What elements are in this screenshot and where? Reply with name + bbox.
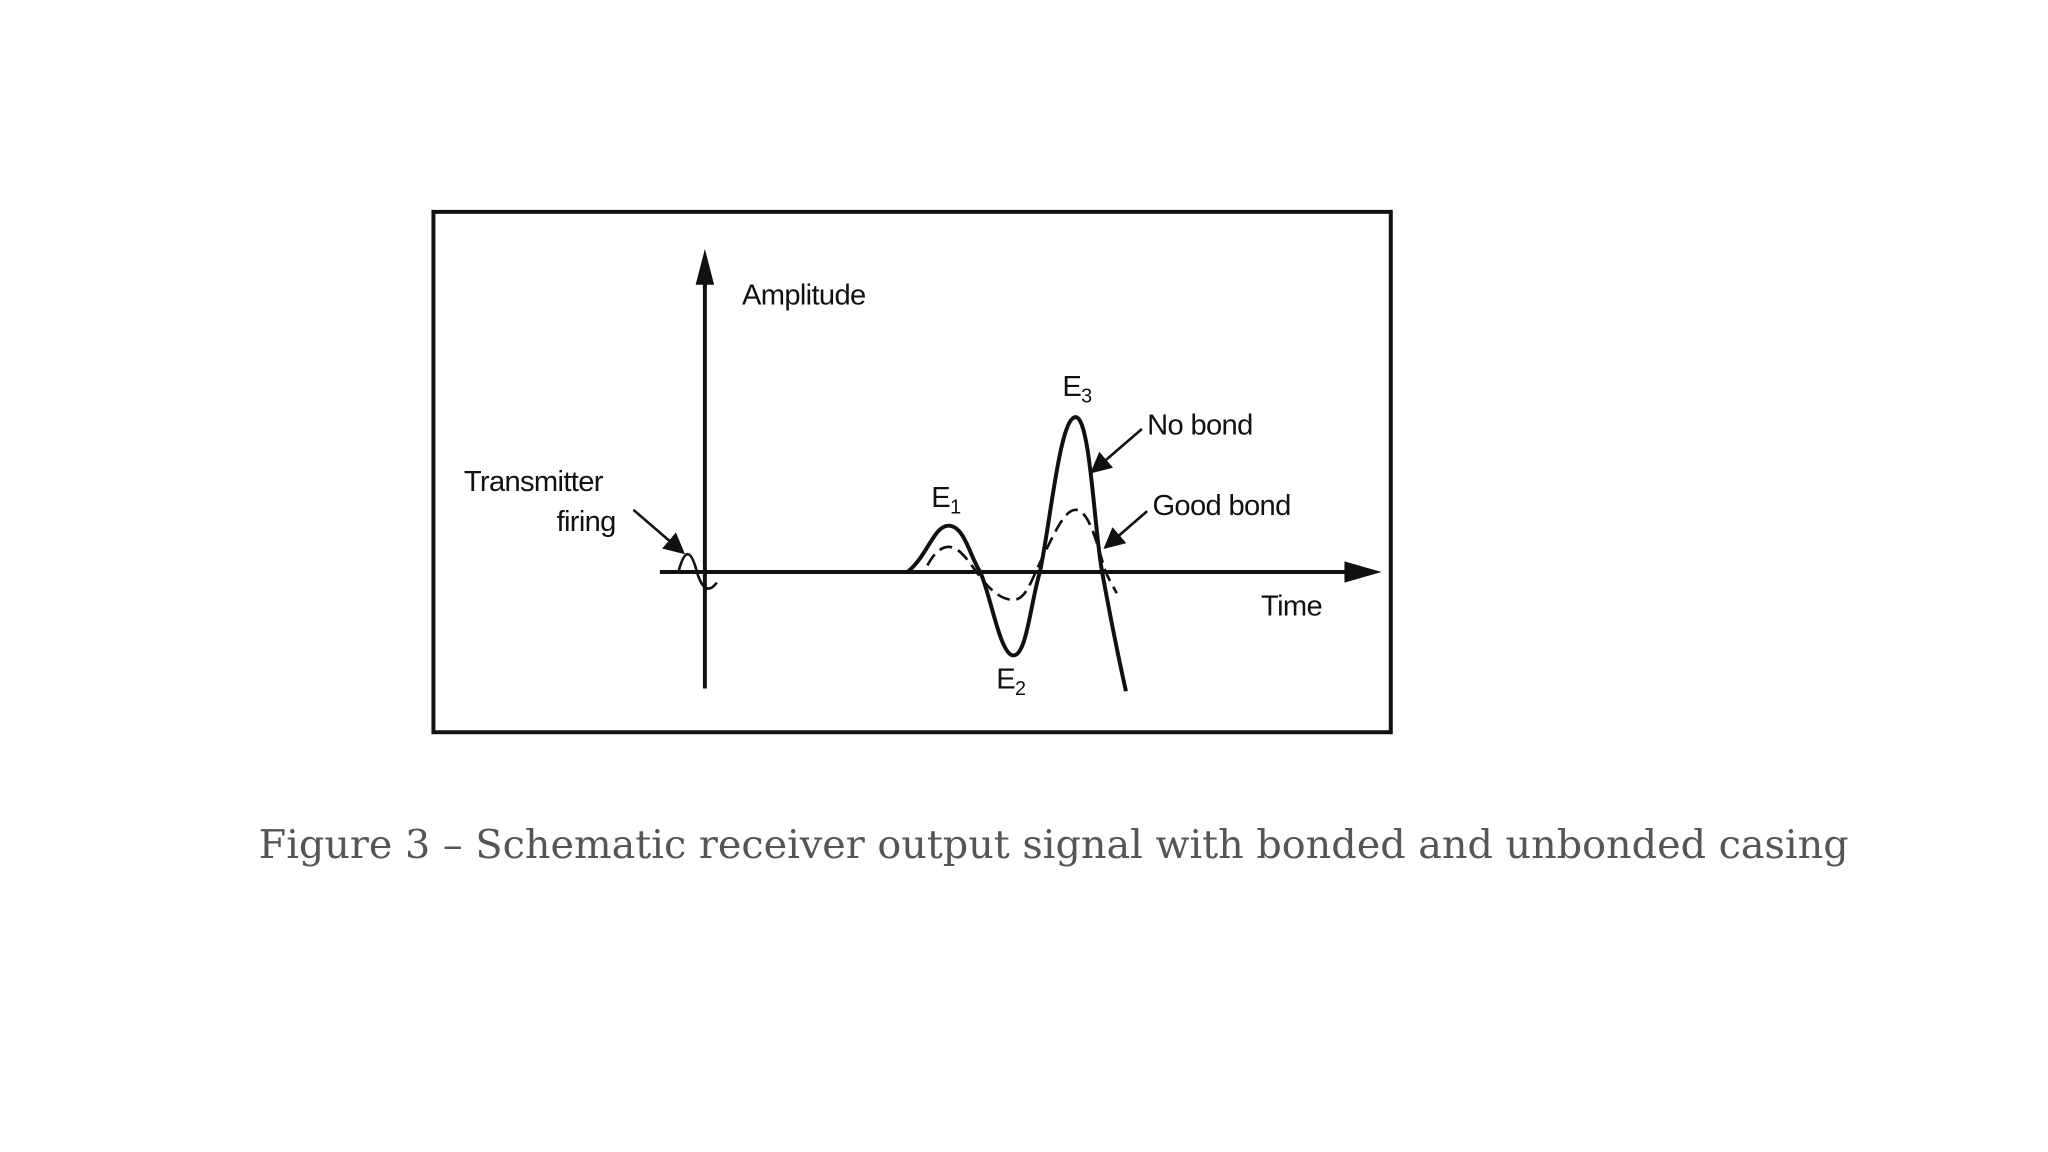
- transmitter-label-line1: Transmitter: [464, 466, 604, 498]
- figure-caption: Figure 3 – Schematic receiver output sig…: [259, 822, 1849, 868]
- transmitter-label-line2: firing: [557, 506, 616, 538]
- curve-no-bond: [906, 415, 1128, 692]
- amplitude-axis-label: Amplitude: [742, 280, 866, 312]
- curve-good-bond: [926, 508, 1118, 602]
- peak-label-e2: E2: [996, 664, 1026, 701]
- transmitter-pointer-arrow: [632, 508, 686, 555]
- no-bond-pointer-arrow: [1090, 428, 1143, 474]
- transmitter-firing-pulse: [677, 552, 718, 590]
- good-bond-pointer-arrow: [1103, 510, 1149, 550]
- peak-label-e3: E3: [1062, 371, 1092, 408]
- no-bond-label: No bond: [1147, 409, 1252, 441]
- time-axis-label: Time: [1261, 591, 1322, 623]
- amplitude-axis-arrowhead: [695, 248, 715, 285]
- figure-frame: [431, 209, 1393, 735]
- good-bond-label: Good bond: [1152, 490, 1290, 522]
- time-axis-arrowhead: [1344, 561, 1382, 583]
- peak-label-e1: E1: [931, 482, 961, 519]
